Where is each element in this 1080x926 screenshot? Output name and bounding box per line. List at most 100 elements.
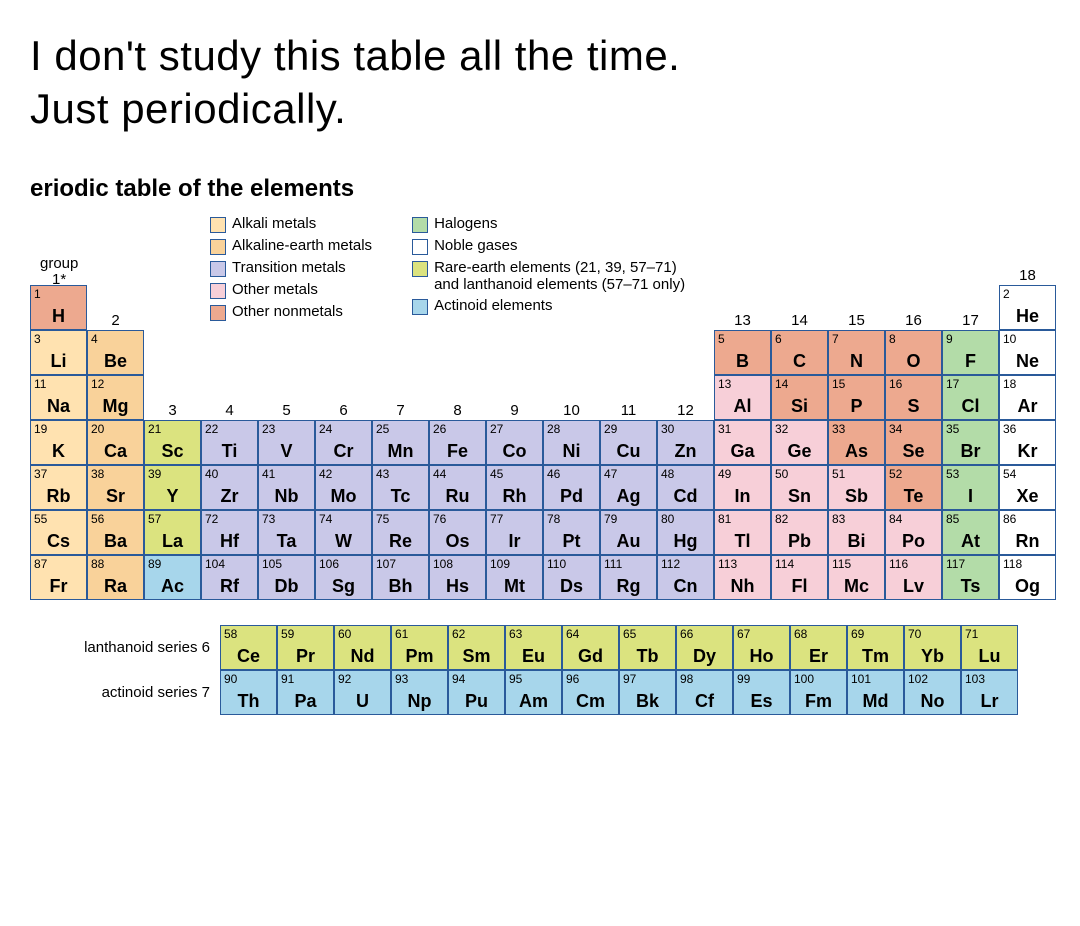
element-symbol: N bbox=[829, 351, 884, 372]
atomic-number: 91 bbox=[281, 672, 294, 686]
atomic-number: 101 bbox=[851, 672, 871, 686]
element-cell: 16S bbox=[885, 375, 942, 420]
element-cell: 27Co bbox=[486, 420, 543, 465]
element-cell: 91Pa bbox=[277, 670, 334, 715]
atomic-number: 114 bbox=[775, 557, 794, 571]
element-symbol: Md bbox=[848, 691, 903, 712]
element-cell: 80Hg bbox=[657, 510, 714, 555]
element-symbol: H bbox=[31, 306, 86, 327]
element-symbol: Ti bbox=[202, 441, 257, 462]
element-cell: 87Fr bbox=[30, 555, 87, 600]
element-cell: 101 Md bbox=[847, 670, 904, 715]
atomic-number: 40 bbox=[205, 467, 218, 481]
element-symbol: Si bbox=[772, 396, 827, 417]
atomic-number: 11 bbox=[34, 377, 46, 391]
element-symbol: Fl bbox=[772, 576, 827, 597]
element-symbol: Fm bbox=[791, 691, 846, 712]
element-symbol: Os bbox=[430, 531, 485, 552]
element-cell: 71Lu bbox=[961, 625, 1018, 670]
element-cell: 72Hf bbox=[201, 510, 258, 555]
element-symbol: Nb bbox=[259, 486, 314, 507]
element-cell: 44Ru bbox=[429, 465, 486, 510]
atomic-number: 22 bbox=[205, 422, 218, 436]
element-symbol: Po bbox=[886, 531, 941, 552]
element-symbol: Pr bbox=[278, 646, 333, 667]
atomic-number: 65 bbox=[623, 627, 636, 641]
element-cell: 88Ra bbox=[87, 555, 144, 600]
element-symbol: Mt bbox=[487, 576, 542, 597]
element-cell: 36Kr bbox=[999, 420, 1056, 465]
element-symbol: Hf bbox=[202, 531, 257, 552]
element-cell: 10Ne bbox=[999, 330, 1056, 375]
atomic-number: 3 bbox=[34, 332, 41, 346]
atomic-number: 77 bbox=[490, 512, 503, 526]
element-symbol: Ne bbox=[1000, 351, 1055, 372]
atomic-number: 25 bbox=[376, 422, 389, 436]
group-number: 4 bbox=[201, 402, 258, 419]
element-cell: 67 Ho bbox=[733, 625, 790, 670]
element-symbol: Kr bbox=[1000, 441, 1055, 462]
element-symbol: Ru bbox=[430, 486, 485, 507]
element-cell: 79Au bbox=[600, 510, 657, 555]
atomic-number: 110 bbox=[547, 557, 566, 571]
element-symbol: Se bbox=[886, 441, 941, 462]
atomic-number: 78 bbox=[547, 512, 560, 526]
element-cell: 13Al bbox=[714, 375, 771, 420]
atomic-number: 92 bbox=[338, 672, 351, 686]
atomic-number: 84 bbox=[889, 512, 902, 526]
element-cell: 100Fm bbox=[790, 670, 847, 715]
element-symbol: Nd bbox=[335, 646, 390, 667]
atomic-number: 30 bbox=[661, 422, 674, 436]
element-cell: 34Se bbox=[885, 420, 942, 465]
element-cell: 7N bbox=[828, 330, 885, 375]
element-cell: 108Hs bbox=[429, 555, 486, 600]
element-symbol: Br bbox=[943, 441, 998, 462]
element-symbol: Ds bbox=[544, 576, 599, 597]
atomic-number: 20 bbox=[91, 422, 104, 436]
atomic-number: 51 bbox=[832, 467, 845, 481]
atomic-number: 94 bbox=[452, 672, 465, 686]
atomic-number: 56 bbox=[91, 512, 104, 526]
element-cell: 75Re bbox=[372, 510, 429, 555]
atomic-number: 97 bbox=[623, 672, 636, 686]
element-symbol: Ho bbox=[734, 646, 789, 667]
element-symbol: Cs bbox=[31, 531, 86, 552]
element-symbol: Te bbox=[886, 486, 941, 507]
element-cell: 12Mg bbox=[87, 375, 144, 420]
element-symbol: Sr bbox=[88, 486, 143, 507]
element-cell: 14Si bbox=[771, 375, 828, 420]
element-symbol: Ac bbox=[145, 576, 200, 597]
atomic-number: 58 bbox=[224, 627, 237, 641]
periodic-table: Alkali metalsAlkaline-earth metalsTransi… bbox=[30, 215, 1050, 725]
atomic-number: 69 bbox=[851, 627, 864, 641]
atomic-number: 111 bbox=[604, 557, 622, 571]
element-symbol: Zr bbox=[202, 486, 257, 507]
atomic-number: 81 bbox=[718, 512, 731, 526]
atomic-number: 76 bbox=[433, 512, 446, 526]
element-cell: 43Tc bbox=[372, 465, 429, 510]
element-cell: 4Be bbox=[87, 330, 144, 375]
element-cell: 39Y bbox=[144, 465, 201, 510]
atomic-number: 93 bbox=[395, 672, 408, 686]
element-symbol: Cf bbox=[677, 691, 732, 712]
element-symbol: Ga bbox=[715, 441, 770, 462]
element-symbol: Ir bbox=[487, 531, 542, 552]
element-symbol: Y bbox=[145, 486, 200, 507]
element-cell: 94Pu bbox=[448, 670, 505, 715]
atomic-number: 31 bbox=[718, 422, 731, 436]
element-symbol: Bk bbox=[620, 691, 675, 712]
element-cell: 53I bbox=[942, 465, 999, 510]
element-symbol: Cl bbox=[943, 396, 998, 417]
element-cell: 93Np bbox=[391, 670, 448, 715]
atomic-number: 112 bbox=[661, 557, 680, 571]
element-symbol: Er bbox=[791, 646, 846, 667]
atomic-number: 67 bbox=[737, 627, 750, 641]
element-symbol: Yb bbox=[905, 646, 960, 667]
element-symbol: Mo bbox=[316, 486, 371, 507]
element-symbol: Mc bbox=[829, 576, 884, 597]
element-cell: 6C bbox=[771, 330, 828, 375]
caption: I don't study this table all the time. J… bbox=[30, 30, 1050, 135]
element-cell: 1H bbox=[30, 285, 87, 330]
element-symbol: Rb bbox=[31, 486, 86, 507]
atomic-number: 73 bbox=[262, 512, 275, 526]
